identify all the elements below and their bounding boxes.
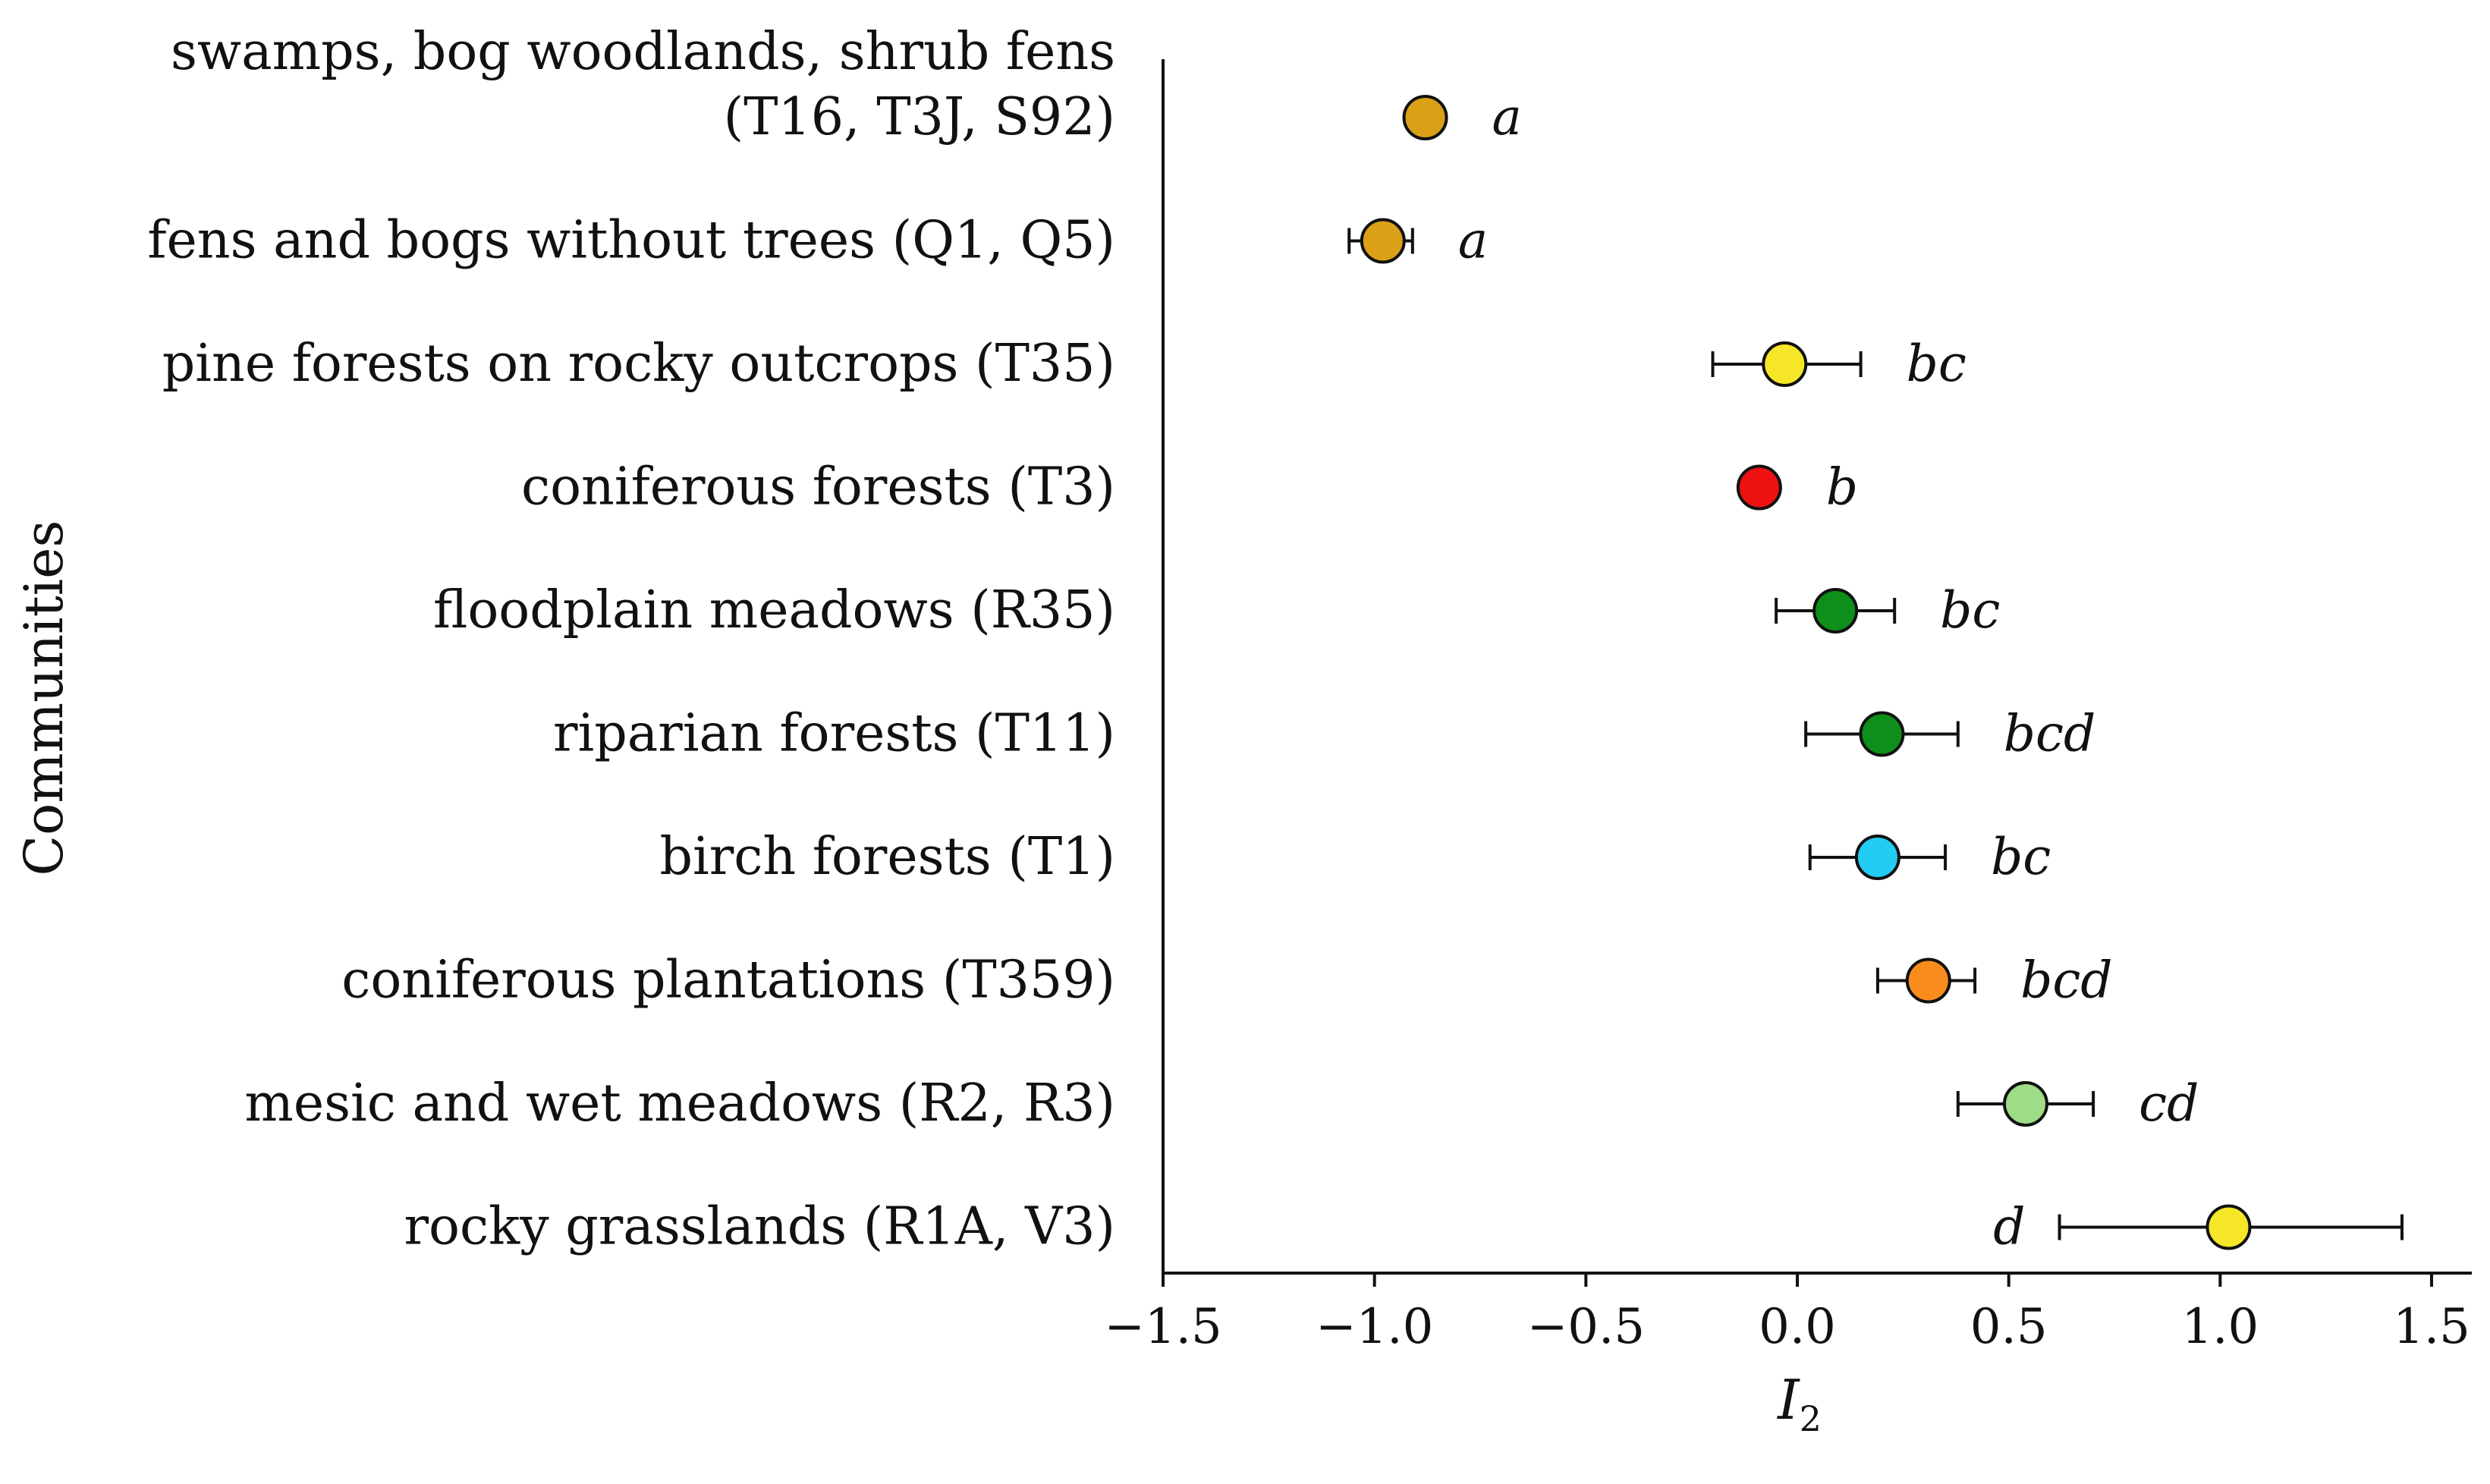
significance-letter: d [1993, 1198, 2025, 1256]
data-points [1360, 95, 2252, 1250]
data-point [2002, 1081, 2048, 1127]
x-tick-label: 0.0 [1759, 1299, 1836, 1355]
x-tick-label: −1.5 [1104, 1299, 1221, 1355]
x-tick-label: −0.5 [1527, 1299, 1645, 1355]
x-axis-label-main: I [1776, 1368, 1800, 1432]
x-tick-labels: −1.5 −1.0 −0.5 0.0 0.5 1.0 1.5 [1104, 1299, 2470, 1355]
data-point [1402, 95, 1448, 140]
y-axis-label: Communities [13, 520, 75, 876]
significance-letter: bc [1940, 581, 2000, 640]
significance-letter: a [1458, 212, 1488, 270]
category-label: birch forests (T1) [659, 827, 1115, 887]
data-point [1762, 341, 1808, 387]
significance-letter: bcd [2020, 951, 2112, 1010]
category-labels: swamps, bog woodlands, shrub fens(T16, T… [147, 22, 1115, 1257]
category-label: rocky grasslands (R1A, V3) [404, 1197, 1116, 1257]
x-tick-label: 1.0 [2181, 1299, 2259, 1355]
significance-letters: a a bc b bc bcd bc bcd cd d [1458, 88, 2199, 1256]
category-label: pine forests on rocky outcrops (T35) [162, 334, 1115, 394]
x-axis-label-subscript: 2 [1800, 1398, 1822, 1439]
category-label: swamps, bog woodlands, shrub fens [171, 22, 1115, 82]
significance-letter: bc [1907, 335, 1967, 393]
significance-letter: a [1492, 88, 1522, 146]
category-label: floodplain meadows (R35) [433, 580, 1115, 640]
x-tick-label: −1.0 [1316, 1299, 1433, 1355]
x-ticks [1162, 1273, 2433, 1287]
category-label: riparian forests (T11) [553, 704, 1115, 764]
error-bars [1347, 105, 2404, 1240]
data-point [2205, 1204, 2252, 1250]
significance-letter: bcd [2004, 705, 2095, 763]
category-label: mesic and wet meadows (R2, R3) [244, 1074, 1115, 1133]
x-tick-label: 0.5 [1970, 1299, 2048, 1355]
data-point [1854, 835, 1901, 880]
category-label: coniferous forests (T3) [521, 457, 1115, 517]
data-point [1360, 218, 1406, 264]
x-tick-label: 1.5 [2393, 1299, 2470, 1355]
x-axis-label: I2 [1776, 1368, 1822, 1439]
significance-letter: b [1826, 458, 1858, 517]
significance-letter: cd [2139, 1074, 2199, 1133]
data-point [1812, 588, 1859, 634]
data-point [1736, 464, 1782, 511]
data-point [1859, 711, 1905, 757]
data-point [1905, 957, 1951, 1004]
category-label: coniferous plantations (T359) [341, 951, 1115, 1011]
category-label: (T16, T3J, S92) [724, 87, 1115, 147]
significance-letter: bc [1991, 828, 2051, 886]
category-label: fens and bogs without trees (Q1, Q5) [147, 211, 1115, 271]
